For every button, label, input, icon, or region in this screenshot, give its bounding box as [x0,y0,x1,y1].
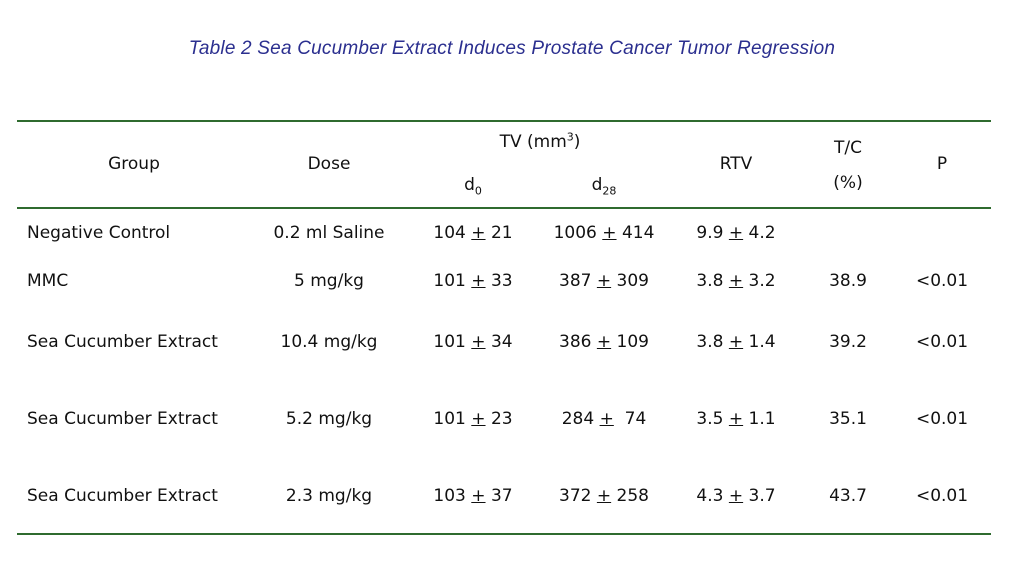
row-group: Sea Cucumber Extract [27,332,218,352]
header-d28-label: d [591,175,603,195]
row-rtv-pm: + [728,271,744,291]
row-tc: 39.2 [829,332,867,352]
row-rtv-sd: 1.4 [748,332,776,352]
row-tv-d28-pm: + [599,409,614,429]
row-group: Sea Cucumber Extract [27,486,218,506]
row-tv-d28-sd: 309 [616,271,649,291]
row-tv-d0: 103 + 37 [433,486,512,506]
header-d28-sub: 28 [602,184,617,198]
row-tv-d28-mean: 284 [561,409,595,429]
header-tc: T/C [834,138,862,158]
row-tv-d0: 104 + 21 [433,223,512,243]
row-rtv-pm: + [728,223,744,243]
row-tv-d0-sd: 34 [490,332,513,352]
row-tv-d28-mean: 387 [559,271,592,291]
row-rtv-mean: 3.5 [696,409,724,429]
row-group: Sea Cucumber Extract [27,409,218,429]
row-rtv: 9.9 + 4.2 [696,223,775,243]
row-rtv-sd: 3.7 [748,486,776,506]
row-group: Negative Control [27,223,171,243]
row-group: MMC [27,271,69,291]
row-tv-d0: 101 + 23 [433,409,512,429]
row-rtv-mean: 4.3 [696,486,724,506]
row-tv-d28-pm: + [596,332,612,352]
row-tv-d28-pm: + [596,271,612,291]
row-rtv: 3.5 + 1.1 [696,409,775,429]
top-rule [17,120,991,122]
header-tv-sup: 3 [566,130,574,144]
row-tv-d28-pm: + [602,223,617,243]
row-tv-d0-sd: 37 [490,486,513,506]
row-tv-d28-mean: 1006 [553,223,597,243]
row-dose: 2.3 mg/kg [285,486,373,506]
row-tv-d28: 284 + 74 [562,409,647,429]
header-dose: Dose [307,154,351,174]
row-tv-d0-mean: 101 [433,409,466,429]
bottom-rule [17,533,991,535]
row-tv-d0-mean: 101 [433,271,466,291]
row-dose: 5.2 mg/kg [285,409,373,429]
row-tv-d0-sd: 23 [490,409,513,429]
row-tv-d28: 387 + 309 [559,271,649,291]
row-tv-d28-sd: 109 [616,332,649,352]
row-tv-d28-sd: 258 [616,486,649,506]
header-d28: d28 [591,175,617,198]
row-tv-d28-mean: 372 [559,486,592,506]
row-tv-d28-sd: 414 [621,223,655,243]
row-tv-d0: 101 + 33 [433,271,512,291]
row-rtv-pm: + [728,486,744,506]
row-tv-d28-mean: 386 [559,332,592,352]
header-tc-unit: (%) [833,173,863,193]
row-tc: 38.9 [829,271,867,291]
row-tv-d0-sd: 33 [490,271,513,291]
row-dose: 5 mg/kg [294,271,364,291]
header-tv: TV (mm3) [499,130,581,152]
row-rtv-pm: + [728,332,744,352]
row-p: <0.01 [915,486,969,506]
header-d0: d0 [464,175,482,198]
header-rtv: RTV [719,154,753,174]
header-d0-label: d [464,175,475,195]
row-tv-d28: 386 + 109 [559,332,649,352]
row-tv-d0-pm: + [471,271,486,291]
row-tv-d0-sd: 21 [490,223,513,243]
header-d0-sub: 0 [474,184,482,198]
row-p: <0.01 [915,409,969,429]
row-tv-d28: 1006 + 414 [554,223,655,243]
row-tv-d28-sd: 74 [619,409,647,429]
table-title: Table 2 Sea Cucumber Extract Induces Pro… [188,38,836,59]
row-tv-d0-mean: 104 [433,223,466,243]
row-tv-d28: 372 + 258 [559,486,649,506]
row-dose: 10.4 mg/kg [280,332,378,352]
row-tv-d0-pm: + [471,486,486,506]
row-tv-d0-pm: + [471,223,486,243]
row-p: <0.01 [915,332,969,352]
row-dose: 0.2 ml Saline [273,223,385,243]
row-tv-d0-mean: 101 [433,332,466,352]
row-tv-d0-pm: + [471,332,486,352]
header-tv-close: ) [573,132,581,152]
row-tv-d28-pm: + [596,486,612,506]
row-rtv-sd: 1.1 [748,409,776,429]
header-rule [17,207,991,209]
row-rtv: 4.3 + 3.7 [696,486,775,506]
header-p: P [936,154,948,174]
row-rtv-mean: 3.8 [696,271,724,291]
row-tc: 43.7 [829,486,867,506]
header-group: Group [108,154,160,174]
row-rtv-sd: 4.2 [748,223,776,243]
row-tv-d0: 101 + 34 [433,332,512,352]
row-rtv-mean: 9.9 [696,223,724,243]
row-rtv-sd: 3.2 [748,271,776,291]
row-rtv: 3.8 + 3.2 [696,271,775,291]
header-tv-label: TV (mm [499,132,567,152]
row-p: <0.01 [915,271,969,291]
row-rtv-pm: + [728,409,744,429]
row-rtv-mean: 3.8 [696,332,724,352]
row-tc: 35.1 [829,409,867,429]
row-rtv: 3.8 + 1.4 [696,332,775,352]
row-tv-d0-pm: + [471,409,486,429]
row-tv-d0-mean: 103 [433,486,466,506]
